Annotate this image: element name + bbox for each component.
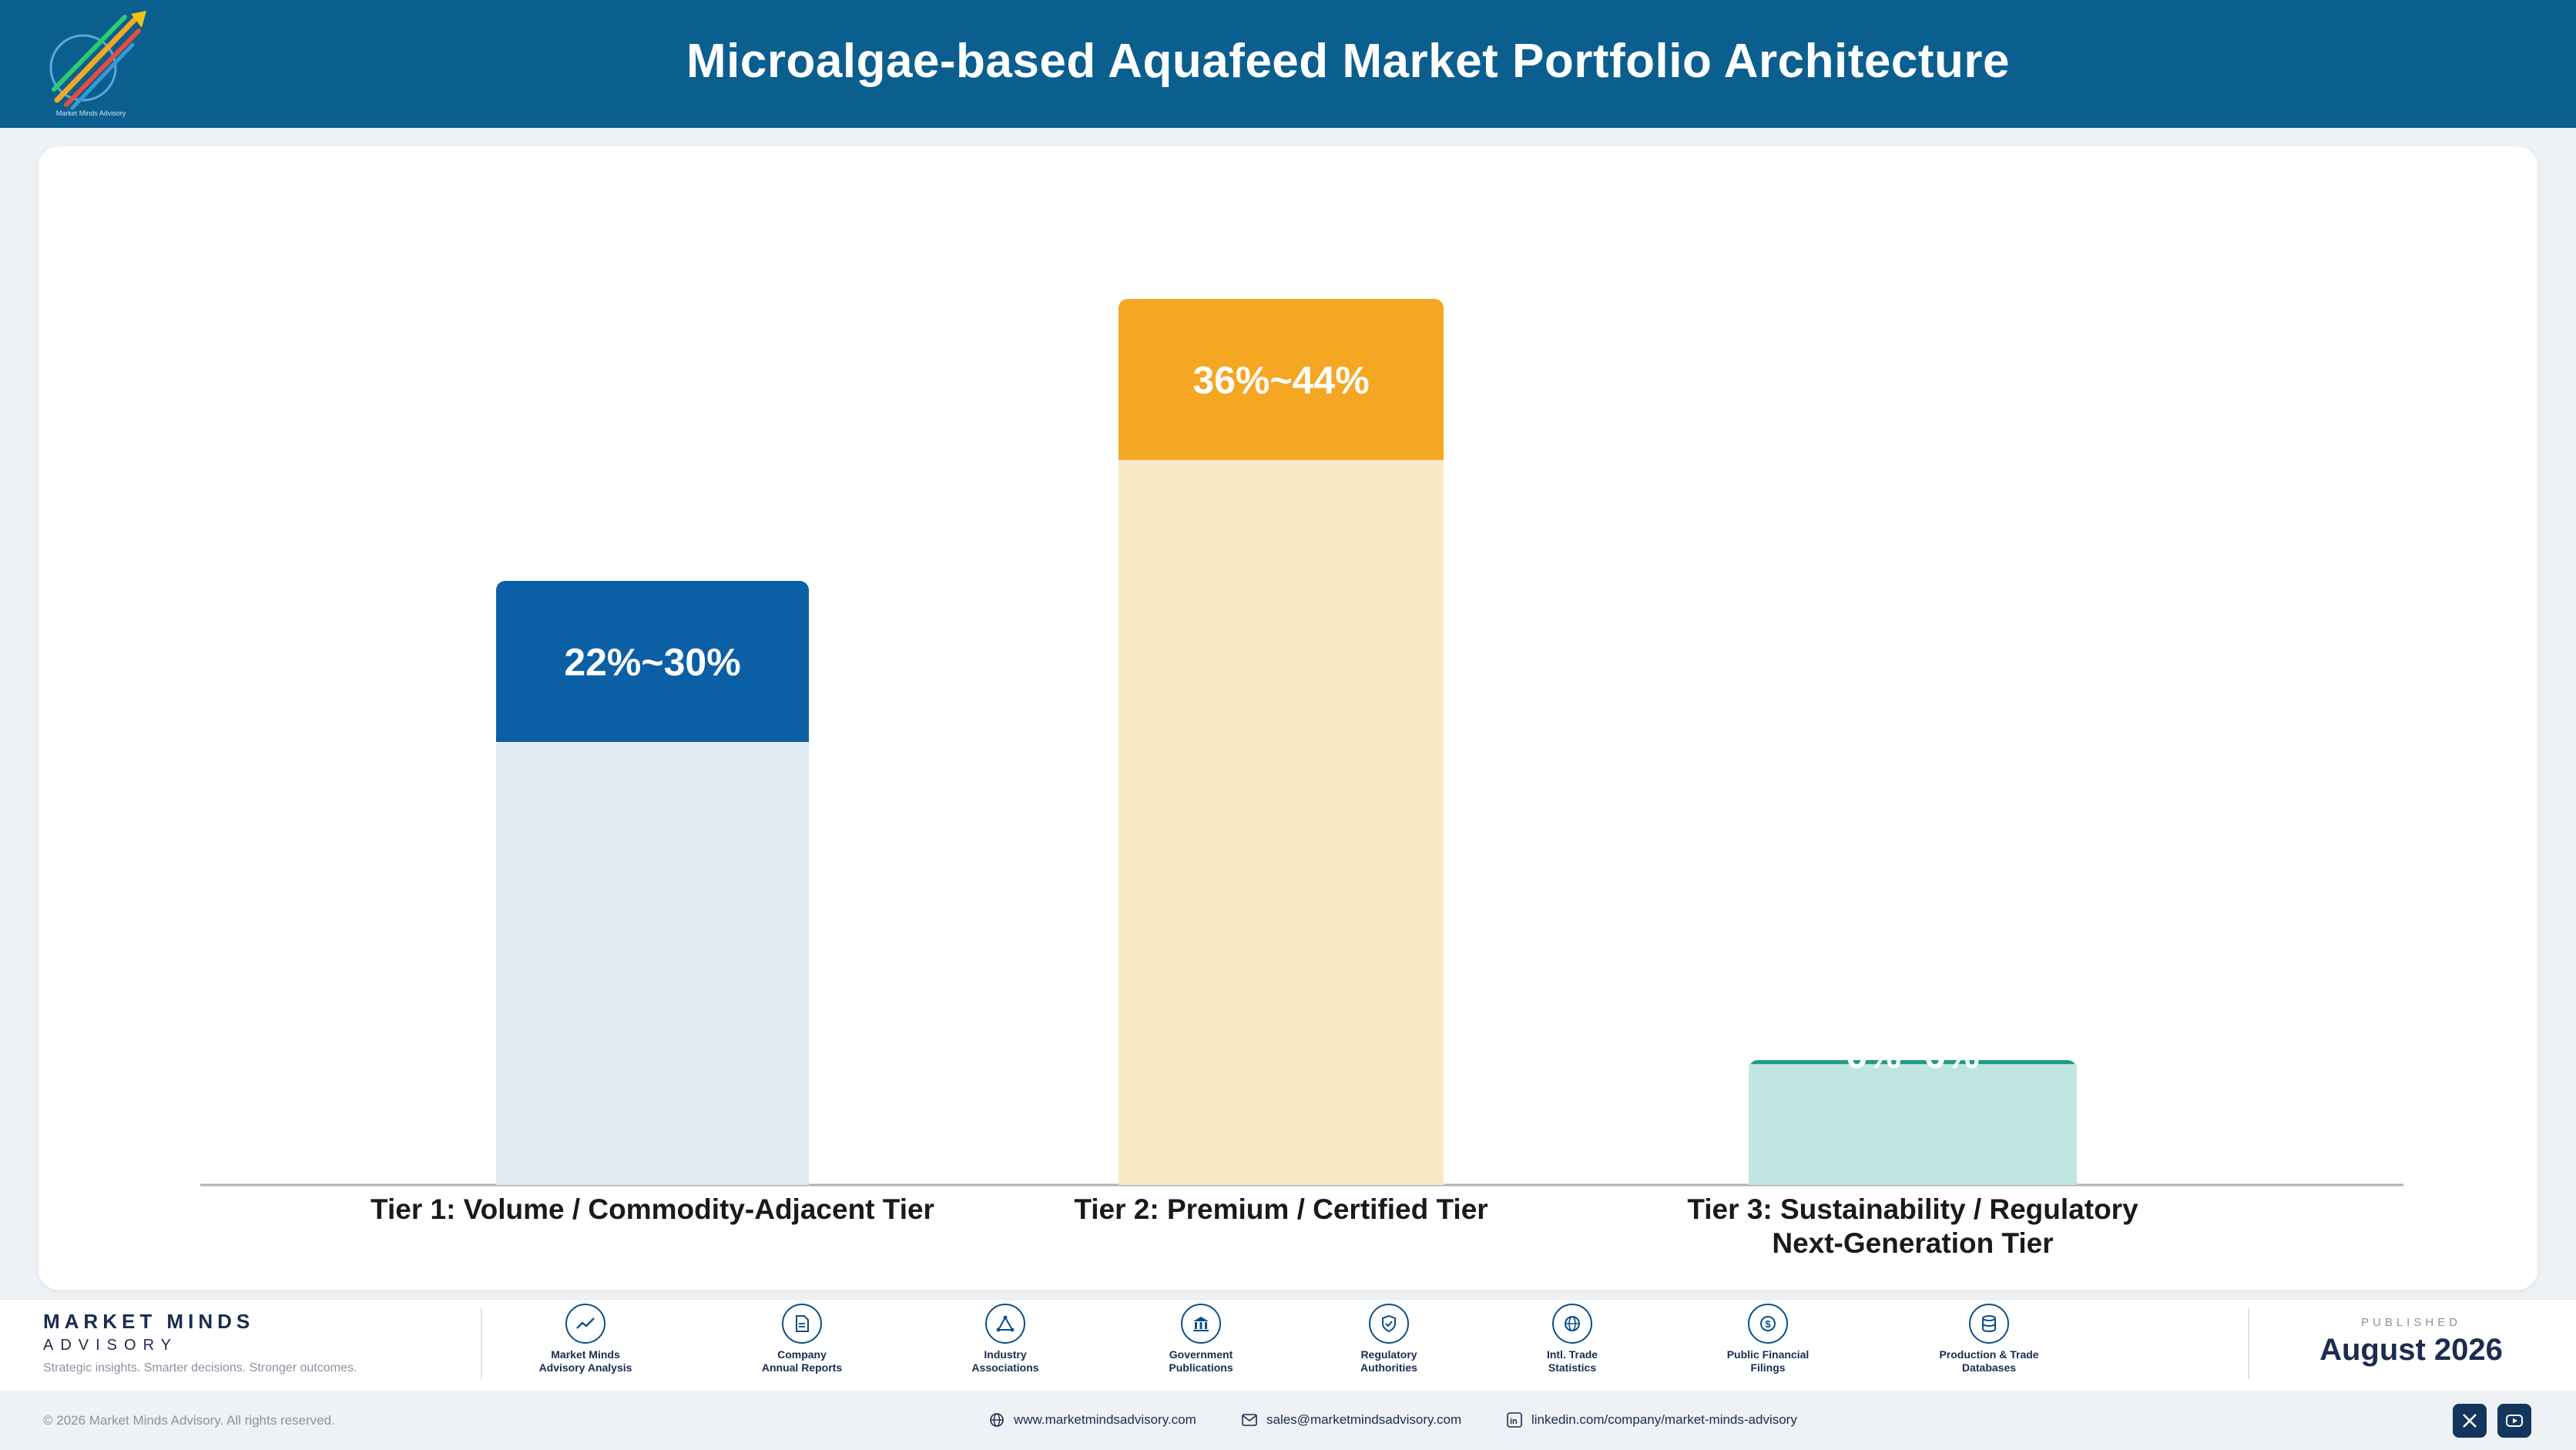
bar-chart: 22%~30% 36%~44% 6%~6% xyxy=(200,299,2403,1187)
linkedin-link[interactable]: in linkedin.com/company/market-minds-adv… xyxy=(1507,1412,1797,1428)
source-item: Production & Trade Databases xyxy=(1904,1304,2074,1374)
source-label: Production & Trade Databases xyxy=(1904,1348,2074,1374)
source-label-line: Regulatory xyxy=(1360,1348,1417,1361)
globe-icon xyxy=(1552,1304,1592,1344)
source-label: Company Annual Reports xyxy=(717,1348,887,1374)
x-tick-label: Tier 1: Volume / Commodity-Adjacent Tier xyxy=(306,1193,999,1227)
source-item: Market Minds Advisory Analysis xyxy=(501,1304,670,1374)
email-text: sales@marketmindsadvisory.com xyxy=(1266,1412,1462,1427)
source-label-line: Intl. Trade xyxy=(1546,1348,1598,1361)
source-item: Company Annual Reports xyxy=(717,1304,887,1374)
brand-name: MARKET MINDS xyxy=(43,1310,255,1333)
logo-tagline: Market Minds Advisory xyxy=(55,109,126,117)
youtube-social-button[interactable] xyxy=(2497,1404,2531,1438)
shield-check-icon xyxy=(1369,1304,1409,1344)
website-text: www.marketmindsadvisory.com xyxy=(1014,1412,1196,1427)
bar-value-label: 36%~44% xyxy=(1192,359,1369,402)
source-label: Intl. Trade Statistics xyxy=(1488,1348,1657,1374)
source-label-line: Company xyxy=(777,1348,827,1361)
source-label-line: Authorities xyxy=(1360,1361,1417,1374)
source-label: Regulatory Authorities xyxy=(1304,1348,1474,1374)
source-label-line: Market Minds xyxy=(551,1348,620,1361)
mail-icon xyxy=(1242,1414,1257,1426)
source-label-line: Databases xyxy=(1961,1361,2017,1374)
source-label: Public Financial Filings xyxy=(1683,1348,1853,1374)
source-item: Regulatory Authorities xyxy=(1304,1304,1474,1374)
footer-band xyxy=(0,1299,2576,1391)
youtube-icon xyxy=(2506,1415,2523,1427)
source-label: Market Minds Advisory Analysis xyxy=(501,1348,670,1374)
source-item: $ Public Financial Filings xyxy=(1683,1304,1853,1374)
globe-icon xyxy=(990,1413,1004,1427)
source-item: Industry Associations xyxy=(921,1304,1090,1374)
line-chart-icon xyxy=(565,1304,605,1344)
source-label-line: Associations xyxy=(971,1361,1039,1374)
source-label-line: Publications xyxy=(1169,1361,1233,1374)
brand-tagline: Strategic insights. Smarter decisions. S… xyxy=(43,1361,357,1374)
source-label: Government Publications xyxy=(1116,1348,1286,1374)
database-icon xyxy=(1969,1304,2009,1344)
source-item: Government Publications xyxy=(1116,1304,1286,1374)
svg-text:in: in xyxy=(1510,1417,1518,1426)
header-bar: Market Minds Advisory Microalgae-based A… xyxy=(0,0,2576,128)
bottom-strip xyxy=(0,1391,2576,1450)
copyright-text: © 2026 Market Minds Advisory. All rights… xyxy=(43,1413,335,1428)
svg-text:$: $ xyxy=(1765,1318,1771,1330)
website-link[interactable]: www.marketmindsadvisory.com xyxy=(989,1412,1196,1428)
source-item: Intl. Trade Statistics xyxy=(1488,1304,1657,1374)
document-icon xyxy=(782,1304,822,1344)
x-tick-label: Tier 3: Sustainability / Regulatory Next-… xyxy=(1566,1193,2259,1260)
bar-range-segment xyxy=(1119,299,1444,461)
footer-divider xyxy=(481,1308,482,1379)
bar-value-label: 6%~6% xyxy=(1846,1033,1980,1076)
dollar-coin-icon: $ xyxy=(1748,1304,1788,1344)
source-label-line: Government xyxy=(1169,1348,1233,1361)
brand-subtitle: ADVISORY xyxy=(43,1337,178,1354)
bar-base-segment xyxy=(1119,460,1444,1185)
government-building-icon xyxy=(1181,1304,1221,1344)
source-label-line: Public Financial xyxy=(1726,1348,1810,1361)
bar-range-segment xyxy=(496,580,809,742)
x-icon xyxy=(2463,1414,2477,1428)
source-label-line: Production & Trade xyxy=(1939,1348,2039,1361)
x-tick-label-line: Next-Generation Tier xyxy=(1772,1227,2054,1259)
x-tick-label-line: Tier 3: Sustainability / Regulatory xyxy=(1687,1193,2138,1225)
page-title: Microalgae-based Aquafeed Market Portfol… xyxy=(686,35,2010,88)
bar-value-label: 22%~30% xyxy=(564,640,740,683)
published-label: PUBLISHED xyxy=(2360,1316,2462,1329)
footer-divider xyxy=(2248,1308,2249,1379)
published-date: August 2026 xyxy=(2319,1333,2503,1367)
x-tick-label: Tier 2: Premium / Certified Tier xyxy=(934,1193,1628,1227)
bar-base-segment xyxy=(496,742,809,1185)
source-label-line: Statistics xyxy=(1548,1361,1597,1374)
x-tick-label-line: Tier 2: Premium / Certified Tier xyxy=(1074,1193,1488,1225)
source-label-line: Filings xyxy=(1750,1361,1786,1374)
rocket-logo-icon xyxy=(49,11,146,110)
linkedin-icon: in xyxy=(1507,1412,1522,1428)
email-link[interactable]: sales@marketmindsadvisory.com xyxy=(1242,1412,1461,1428)
source-label-line: Industry xyxy=(984,1348,1027,1361)
linkedin-text: linkedin.com/company/market-minds-adviso… xyxy=(1531,1412,1797,1427)
bar-base-segment xyxy=(1749,1064,2077,1185)
x-social-button[interactable] xyxy=(2453,1404,2487,1438)
source-label: Industry Associations xyxy=(921,1348,1090,1374)
source-label-line: Annual Reports xyxy=(761,1361,843,1374)
x-tick-label-line: Tier 1: Volume / Commodity-Adjacent Tier xyxy=(371,1193,934,1225)
source-label-line: Advisory Analysis xyxy=(538,1361,632,1374)
network-icon xyxy=(985,1304,1025,1344)
bar-range-segment xyxy=(1749,1059,2077,1065)
